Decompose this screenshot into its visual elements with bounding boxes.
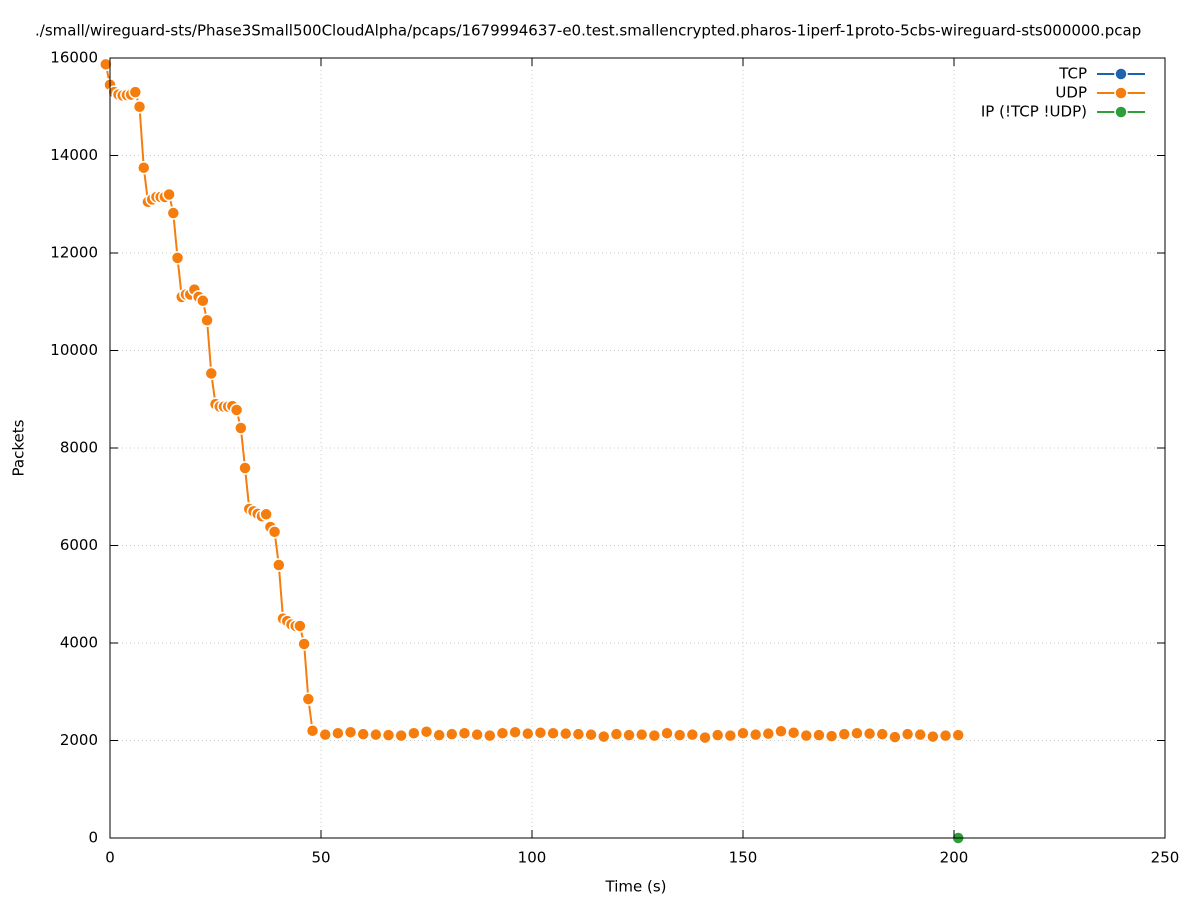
data-point bbox=[698, 730, 712, 745]
data-point bbox=[862, 726, 877, 741]
data-point bbox=[234, 421, 248, 435]
data-point bbox=[672, 728, 687, 742]
data-point bbox=[495, 726, 510, 740]
data-point bbox=[272, 558, 286, 572]
y-tick-label: 8000 bbox=[60, 439, 98, 457]
x-tick-label: 100 bbox=[518, 849, 547, 867]
y-axis-label: Packets bbox=[10, 419, 28, 476]
data-point bbox=[736, 726, 750, 740]
data-point bbox=[99, 57, 113, 72]
data-point bbox=[318, 727, 332, 742]
data-point bbox=[571, 727, 586, 741]
data-point bbox=[748, 727, 763, 742]
data-point bbox=[546, 726, 560, 740]
x-tick-label: 250 bbox=[1151, 849, 1180, 867]
data-point bbox=[470, 727, 484, 742]
data-point bbox=[559, 726, 573, 741]
data-point bbox=[850, 726, 864, 740]
data-point bbox=[170, 251, 185, 265]
data-point bbox=[508, 725, 522, 739]
data-point bbox=[799, 728, 814, 743]
y-tick-label: 16000 bbox=[50, 49, 98, 67]
y-tick-label: 12000 bbox=[50, 244, 98, 262]
data-point bbox=[407, 726, 421, 740]
data-point bbox=[162, 187, 176, 202]
legend-label: TCP bbox=[1058, 65, 1087, 83]
data-point bbox=[267, 525, 282, 539]
data-point bbox=[824, 729, 839, 743]
data-point bbox=[445, 727, 459, 741]
y-tick-label: 14000 bbox=[50, 146, 98, 164]
data-point bbox=[938, 728, 953, 743]
data-point bbox=[369, 727, 383, 742]
plot-area bbox=[99, 57, 965, 845]
data-point bbox=[875, 727, 890, 741]
data-point bbox=[293, 619, 307, 633]
data-point bbox=[951, 728, 965, 742]
data-point bbox=[774, 724, 788, 738]
data-point bbox=[137, 160, 151, 175]
y-tick-label: 10000 bbox=[50, 341, 98, 359]
chart-title: ./small/wireguard-sts/Phase3Small500Clou… bbox=[35, 22, 1141, 40]
data-point bbox=[533, 725, 548, 740]
data-point bbox=[132, 100, 147, 114]
x-tick-label: 200 bbox=[940, 849, 969, 867]
data-point bbox=[609, 727, 624, 741]
data-point bbox=[356, 727, 370, 741]
data-point bbox=[888, 730, 902, 744]
data-point bbox=[634, 727, 649, 742]
data-point bbox=[457, 726, 472, 740]
data-point bbox=[301, 692, 316, 706]
legend-marker bbox=[1114, 67, 1128, 81]
data-point bbox=[622, 728, 636, 742]
data-point bbox=[305, 724, 320, 738]
y-tick-label: 0 bbox=[88, 829, 98, 847]
y-tick-label: 6000 bbox=[60, 536, 98, 554]
data-point bbox=[837, 727, 852, 741]
x-tick-label: 50 bbox=[311, 849, 330, 867]
data-point bbox=[812, 728, 826, 742]
data-point bbox=[761, 726, 776, 741]
legend-marker bbox=[1114, 86, 1128, 100]
data-point bbox=[584, 727, 598, 742]
y-tick-label: 4000 bbox=[60, 634, 98, 652]
data-point bbox=[660, 726, 674, 740]
legend-label: UDP bbox=[1055, 84, 1087, 102]
grid bbox=[109, 57, 1166, 839]
data-point bbox=[432, 728, 446, 742]
data-point bbox=[647, 728, 662, 743]
data-point bbox=[196, 294, 210, 308]
data-point bbox=[900, 727, 915, 741]
data-point bbox=[521, 726, 535, 741]
legend-label: IP (!TCP !UDP) bbox=[981, 103, 1087, 121]
legend-marker bbox=[1114, 105, 1128, 119]
data-point bbox=[381, 728, 396, 742]
data-point bbox=[483, 728, 497, 743]
data-point bbox=[238, 461, 252, 475]
data-point bbox=[596, 729, 611, 744]
data-point bbox=[685, 727, 700, 742]
y-tick-label: 2000 bbox=[60, 731, 98, 749]
data-point bbox=[128, 85, 143, 99]
data-point bbox=[419, 724, 434, 739]
data-point bbox=[297, 637, 311, 651]
data-point bbox=[710, 728, 725, 742]
data-point bbox=[166, 206, 181, 220]
x-tick-label: 0 bbox=[105, 849, 115, 867]
data-point bbox=[343, 725, 358, 739]
x-axis-label: Time (s) bbox=[605, 878, 667, 896]
data-point bbox=[331, 726, 345, 740]
data-point bbox=[723, 728, 738, 743]
data-point bbox=[913, 727, 927, 742]
data-point bbox=[786, 725, 801, 740]
x-tick-label: 150 bbox=[729, 849, 758, 867]
data-point bbox=[259, 507, 273, 522]
data-point bbox=[394, 728, 408, 743]
data-point bbox=[229, 403, 244, 417]
data-point bbox=[204, 366, 219, 381]
data-point bbox=[926, 729, 940, 744]
data-point bbox=[200, 313, 214, 328]
